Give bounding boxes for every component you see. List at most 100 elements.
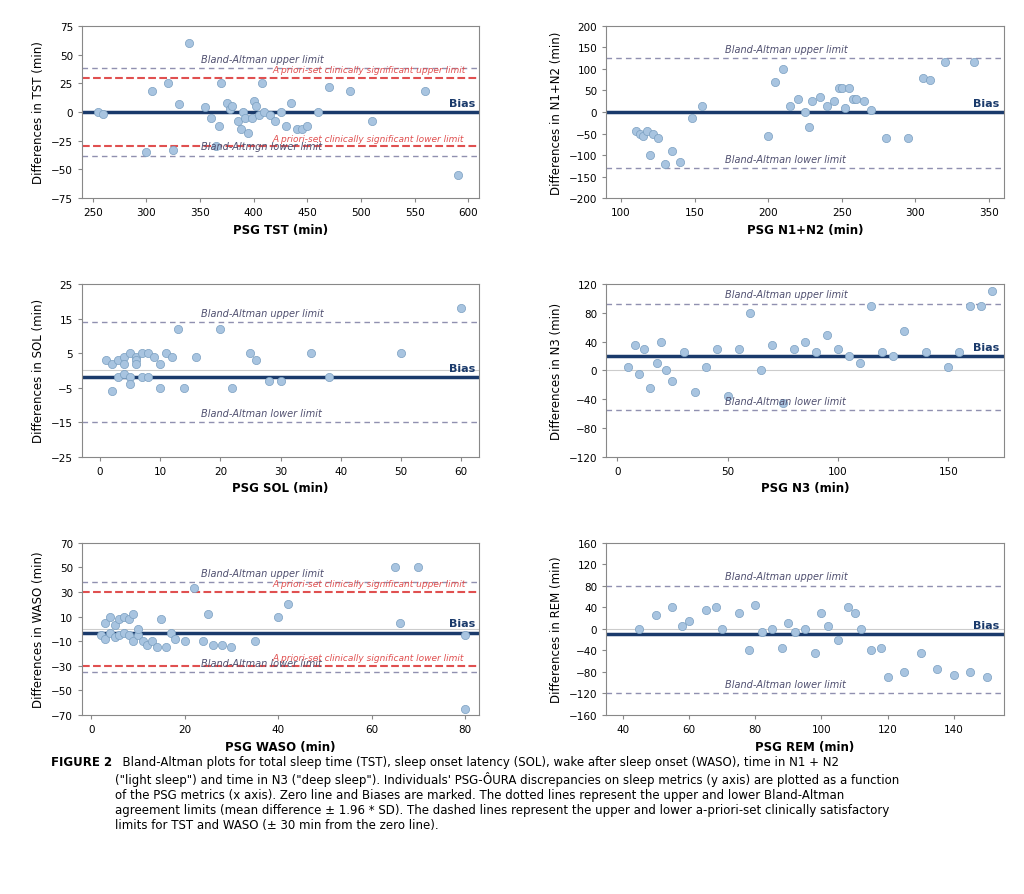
Text: A priori-set clinically significant lower limit: A priori-set clinically significant lowe… xyxy=(272,654,464,662)
Point xyxy=(631,622,647,637)
Y-axis label: Differences in REM (min): Differences in REM (min) xyxy=(550,556,563,703)
Text: Bland-Altman lower limit: Bland-Altman lower limit xyxy=(201,658,322,668)
Point xyxy=(163,626,179,640)
Point xyxy=(302,347,318,361)
Point xyxy=(103,384,120,399)
Point xyxy=(767,76,783,90)
Text: A priori-set clinically significant upper limit: A priori-set clinically significant uppe… xyxy=(272,66,466,75)
Point xyxy=(391,616,408,630)
Point xyxy=(299,120,315,134)
Point xyxy=(211,120,227,134)
Text: Bland-Altman plots for total sleep time (TST), sleep onset latency (SOL), wake a: Bland-Altman plots for total sleep time … xyxy=(115,755,899,831)
Point xyxy=(321,371,337,385)
Point xyxy=(411,561,427,575)
Point xyxy=(830,82,847,97)
Point xyxy=(773,641,790,655)
Point xyxy=(649,357,666,371)
Point xyxy=(254,77,270,91)
Point xyxy=(176,635,193,649)
Point xyxy=(122,347,138,361)
Point xyxy=(128,357,144,371)
Point xyxy=(753,364,769,378)
Point xyxy=(819,99,836,114)
Point xyxy=(937,56,953,71)
Y-axis label: Differences in WASO (min): Differences in WASO (min) xyxy=(33,551,45,707)
Point xyxy=(112,628,128,643)
Point xyxy=(261,109,278,123)
Point xyxy=(730,606,746,620)
Point xyxy=(856,95,872,109)
Point xyxy=(635,130,651,144)
Point xyxy=(110,353,126,367)
Point xyxy=(280,597,296,611)
Point xyxy=(148,640,165,654)
Y-axis label: Differences in SOL (min): Differences in SOL (min) xyxy=(33,299,45,443)
Point xyxy=(243,347,259,361)
Text: Bland-Altman lower limit: Bland-Altman lower limit xyxy=(725,396,846,406)
Point xyxy=(270,610,287,624)
Point xyxy=(790,93,806,107)
X-axis label: PSG WASO (min): PSG WASO (min) xyxy=(225,739,336,753)
Point xyxy=(741,307,758,321)
Point xyxy=(116,357,132,371)
Point xyxy=(186,581,203,595)
Point xyxy=(676,346,692,360)
Point xyxy=(900,131,916,146)
Point xyxy=(146,350,163,365)
Point xyxy=(125,635,141,649)
Point xyxy=(321,80,337,95)
Text: Bias: Bias xyxy=(449,98,475,108)
Point xyxy=(214,638,230,653)
Point xyxy=(251,109,267,123)
Point xyxy=(878,131,894,146)
Point xyxy=(681,614,697,628)
Point xyxy=(863,299,880,314)
Point xyxy=(310,105,327,120)
Point xyxy=(873,346,890,360)
Point xyxy=(164,350,180,365)
Text: Bland-Altmgn lower limit: Bland-Altmgn lower limit xyxy=(201,142,323,152)
Point xyxy=(848,93,864,107)
Point xyxy=(979,670,995,685)
Point xyxy=(203,112,219,126)
Text: Bland-Altman upper limit: Bland-Altman upper limit xyxy=(725,45,848,55)
Point xyxy=(785,342,802,357)
Text: Bias: Bias xyxy=(449,364,475,374)
Point xyxy=(198,101,214,115)
Y-axis label: Differences in TST (min): Differences in TST (min) xyxy=(33,41,45,184)
Point xyxy=(90,105,106,120)
Point xyxy=(683,112,699,126)
Point xyxy=(342,85,358,99)
Text: Bias: Bias xyxy=(973,98,999,108)
Point xyxy=(244,112,260,126)
Point xyxy=(248,100,264,114)
Point xyxy=(946,668,963,682)
Point xyxy=(837,101,853,115)
Point xyxy=(98,353,115,367)
Point xyxy=(834,82,850,97)
Point xyxy=(364,115,380,130)
Point xyxy=(128,353,144,367)
Text: Bland-Altman lower limit: Bland-Altman lower limit xyxy=(725,155,846,164)
Point xyxy=(205,638,221,653)
Point xyxy=(657,157,674,172)
Point xyxy=(714,622,730,637)
Point xyxy=(213,77,229,91)
Point xyxy=(387,561,403,575)
X-axis label: PSG TST (min): PSG TST (min) xyxy=(233,224,328,236)
Point xyxy=(208,140,224,155)
Point xyxy=(101,610,118,624)
Point xyxy=(709,342,725,357)
Point xyxy=(845,93,861,107)
Text: FIGURE 2: FIGURE 2 xyxy=(51,755,113,769)
Point xyxy=(116,367,132,382)
Point xyxy=(872,641,889,655)
Point xyxy=(140,371,157,385)
Point xyxy=(852,357,868,371)
Text: A priori-set clinically significant lower limit: A priori-set clinically significant lowe… xyxy=(272,135,464,144)
Point xyxy=(813,606,829,620)
Point xyxy=(116,610,132,624)
Point xyxy=(797,105,813,120)
Point xyxy=(951,346,968,360)
Point xyxy=(95,108,112,122)
